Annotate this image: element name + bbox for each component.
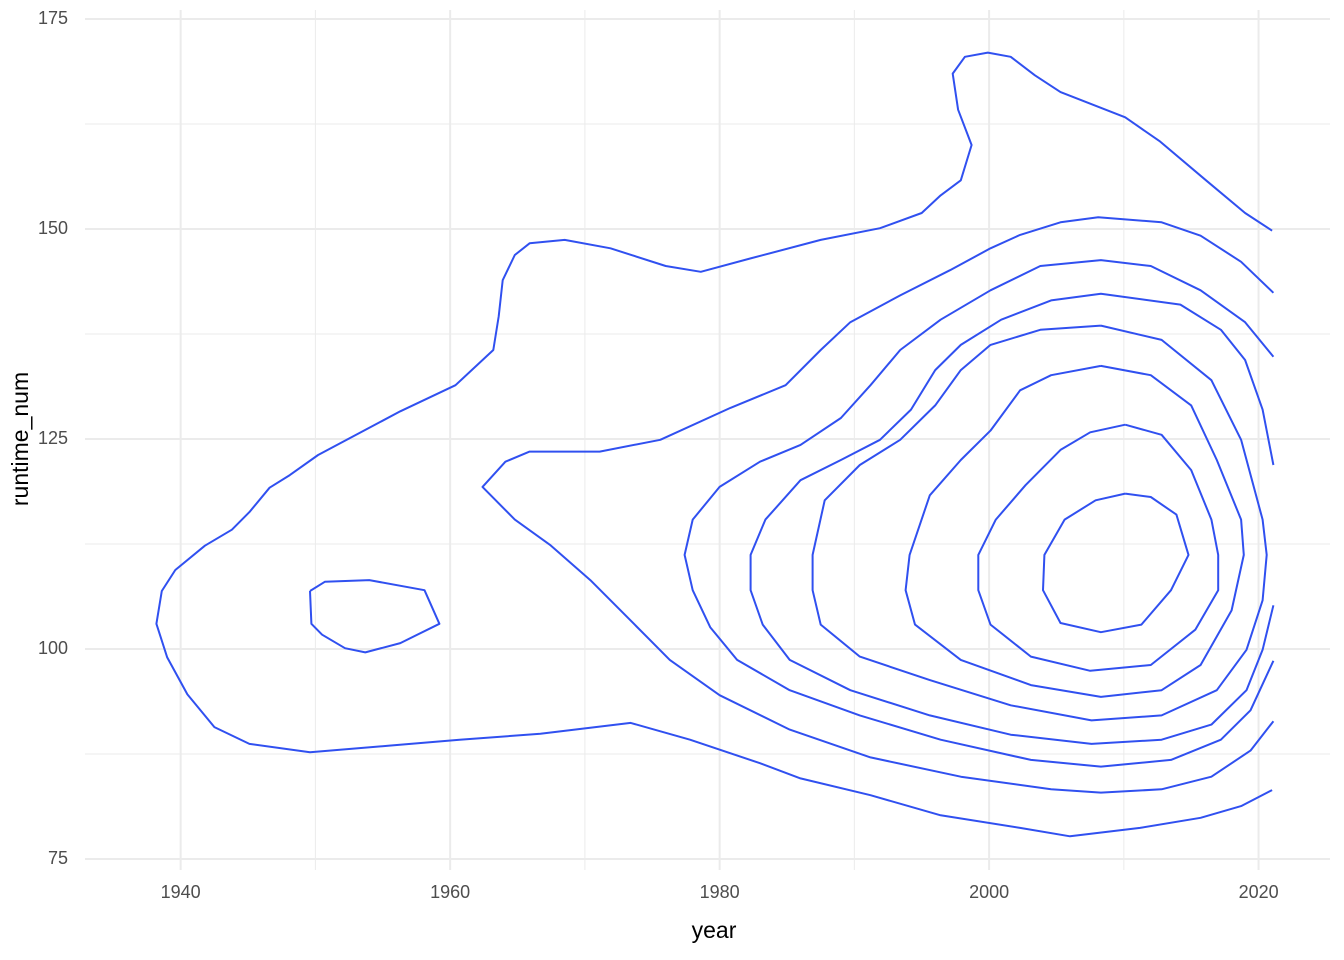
contour-line [749, 292, 1275, 745]
contour-line [155, 51, 1273, 838]
x-axis-title: year [692, 917, 737, 943]
x-tick-label: 1960 [430, 882, 470, 902]
x-tick-label: 1980 [700, 882, 740, 902]
contour-line [309, 579, 441, 654]
x-tick-label: 2020 [1239, 882, 1279, 902]
y-tick-label: 75 [48, 848, 68, 868]
y-tick-label: 100 [38, 638, 68, 658]
contour-line [1042, 492, 1190, 634]
y-axis-title: runtime_num [7, 372, 33, 506]
y-tick-label: 175 [38, 8, 68, 28]
contour-line [977, 423, 1220, 672]
x-tick-label: 1940 [161, 882, 201, 902]
x-tick-label: 2000 [969, 882, 1009, 902]
contour-line [904, 364, 1245, 698]
y-tick-label: 150 [38, 218, 68, 238]
contour-line [481, 216, 1275, 794]
contour-line [811, 324, 1268, 722]
contour-line [683, 259, 1275, 768]
y-tick-label: 125 [38, 428, 68, 448]
